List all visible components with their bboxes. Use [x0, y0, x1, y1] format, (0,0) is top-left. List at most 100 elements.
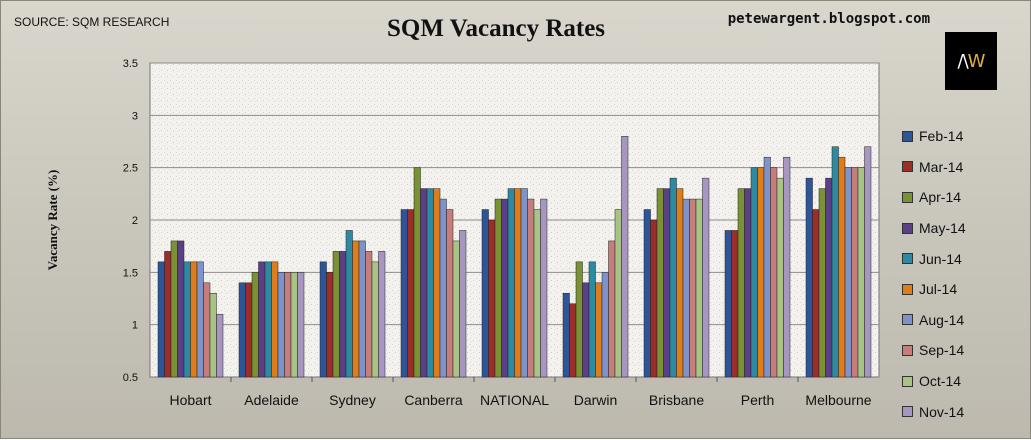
- bar-darwin-sep-14: [608, 240, 616, 378]
- logo-right: W: [967, 50, 986, 72]
- aw-logo: /\ W: [945, 32, 997, 90]
- bar-hobart-aug-14: [196, 261, 204, 378]
- bar-hobart-oct-14: [209, 293, 217, 378]
- bar-brisbane-jul-14: [676, 188, 684, 378]
- bar-brisbane-feb-14: [643, 209, 651, 378]
- bar-sydney-oct-14: [371, 261, 379, 378]
- source-label: SOURCE: SQM RESEARCH: [14, 15, 170, 29]
- bar-sydney-may-14: [339, 251, 347, 378]
- bar-canberra-feb-14: [400, 209, 408, 378]
- bar-melbourne-feb-14: [805, 177, 813, 378]
- bar-adelaide-jul-14: [271, 261, 279, 378]
- bar-darwin-apr-14: [575, 261, 583, 378]
- bar-national-jun-14: [507, 188, 515, 378]
- bar-sydney-jun-14: [345, 230, 353, 378]
- bar-adelaide-oct-14: [290, 272, 298, 378]
- bar-adelaide-aug-14: [277, 272, 285, 378]
- legend-label: Mar-14: [919, 158, 964, 175]
- bar-melbourne-jun-14: [831, 146, 839, 378]
- legend-label: Apr-14: [919, 189, 962, 206]
- legend-item: Oct-14: [902, 366, 966, 397]
- legend-swatch: [902, 375, 913, 387]
- bar-national-apr-14: [494, 198, 502, 378]
- bar-melbourne-may-14: [825, 177, 833, 378]
- bar-brisbane-mar-14: [650, 219, 658, 378]
- bar-darwin-jun-14: [588, 261, 596, 378]
- bar-canberra-may-14: [420, 188, 428, 378]
- legend-label: Feb-14: [919, 128, 964, 145]
- bar-national-nov-14: [540, 198, 548, 378]
- blog-label: petewargent.blogspot.com: [727, 11, 930, 27]
- legend-item: Feb-14: [902, 121, 966, 152]
- x-tick-label: Canberra: [404, 392, 463, 408]
- bar-hobart-sep-14: [203, 282, 211, 378]
- bar-hobart-apr-14: [170, 240, 178, 378]
- bar-sydney-apr-14: [332, 251, 340, 378]
- bar-perth-mar-14: [731, 230, 739, 378]
- legend-swatch: [902, 161, 913, 173]
- bar-sydney-sep-14: [365, 251, 373, 378]
- x-tick-label: NATIONAL: [480, 392, 549, 408]
- y-tick-label: 2.5: [123, 163, 138, 175]
- bar-adelaide-apr-14: [251, 272, 259, 378]
- bar-hobart-feb-14: [157, 261, 165, 378]
- bar-darwin-oct-14: [614, 209, 622, 378]
- bar-adelaide-jun-14: [264, 261, 272, 378]
- bar-national-may-14: [501, 198, 509, 378]
- x-tick-label: Adelaide: [244, 392, 299, 408]
- bar-national-jul-14: [514, 188, 522, 378]
- legend: Feb-14 Mar-14 Apr-14 May-14 Jun-14 Jul-14 Aug-…: [902, 121, 966, 427]
- legend-item: Sep-14: [902, 335, 966, 366]
- y-tick-label: 3.5: [123, 58, 138, 70]
- x-tick-label: Darwin: [574, 392, 618, 408]
- legend-item: Aug-14: [902, 305, 966, 336]
- x-tick-label: Perth: [741, 392, 774, 408]
- bar-adelaide-nov-14: [297, 272, 305, 378]
- bar-adelaide-mar-14: [245, 282, 253, 378]
- bar-canberra-jun-14: [426, 188, 434, 378]
- bar-melbourne-jul-14: [838, 156, 846, 378]
- bar-sydney-aug-14: [358, 240, 366, 378]
- x-tick-label: Hobart: [169, 392, 211, 408]
- bar-melbourne-sep-14: [851, 167, 859, 378]
- bar-darwin-feb-14: [562, 293, 570, 378]
- bar-brisbane-oct-14: [695, 198, 703, 378]
- bar-adelaide-may-14: [258, 261, 266, 378]
- legend-swatch: [902, 406, 913, 418]
- y-tick-label: 1: [132, 320, 138, 332]
- x-tick-label: Melbourne: [805, 392, 871, 408]
- legend-item: Jun-14: [902, 243, 966, 274]
- legend-label: Jul-14: [919, 281, 958, 298]
- legend-item: Jul-14: [902, 274, 966, 305]
- bar-sydney-feb-14: [319, 261, 327, 378]
- bar-darwin-mar-14: [569, 303, 577, 378]
- bar-canberra-oct-14: [452, 240, 460, 378]
- legend-swatch: [902, 222, 913, 234]
- bar-sydney-nov-14: [378, 251, 386, 378]
- y-tick-label: 3: [132, 110, 138, 122]
- legend-item: Nov-14: [902, 396, 966, 427]
- bar-national-sep-14: [527, 198, 535, 378]
- logo-left: /\: [957, 50, 969, 72]
- legend-label: May-14: [919, 220, 966, 237]
- legend-label: Sep-14: [919, 342, 965, 359]
- y-tick-label: 1.5: [123, 267, 138, 279]
- bar-melbourne-mar-14: [812, 209, 820, 378]
- bars: [157, 136, 872, 378]
- legend-item: Apr-14: [902, 182, 966, 213]
- bar-melbourne-oct-14: [857, 167, 865, 378]
- bar-hobart-mar-14: [164, 251, 172, 378]
- bar-national-mar-14: [488, 219, 496, 378]
- bar-perth-oct-14: [776, 177, 784, 378]
- bar-national-aug-14: [520, 188, 528, 378]
- legend-swatch: [902, 253, 913, 265]
- legend-label: Aug-14: [919, 311, 965, 328]
- bar-canberra-nov-14: [459, 230, 467, 378]
- bar-national-oct-14: [533, 209, 541, 378]
- legend-swatch: [902, 191, 913, 203]
- bar-darwin-aug-14: [601, 272, 609, 378]
- x-tick-label: Sydney: [329, 392, 376, 408]
- bar-canberra-jul-14: [433, 188, 441, 378]
